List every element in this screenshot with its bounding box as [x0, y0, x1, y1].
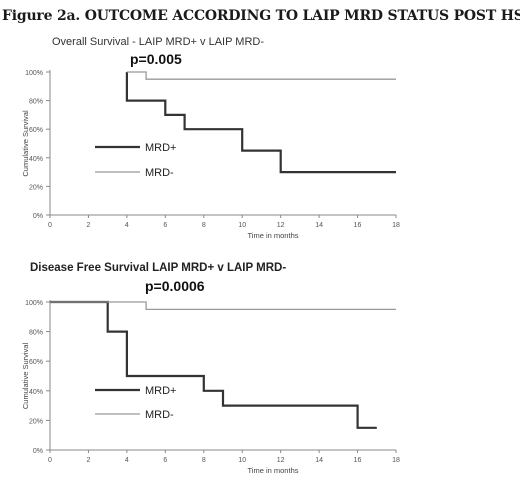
chart-1-x-tick-label: 16: [354, 222, 362, 229]
chart-1-y-tick-label: 40%: [29, 156, 43, 163]
chart-1-x-tick-label: 6: [163, 222, 167, 229]
chart-1-y-tick-label: 100%: [25, 70, 43, 77]
chart-1-y-tick-label: 60%: [29, 127, 43, 134]
chart-2-x-tick-label: 0: [48, 457, 52, 464]
chart-1-y-tick-label: 20%: [29, 184, 43, 191]
chart-1-x-axis-label: Time in months: [248, 231, 299, 240]
chart-1-x-tick-label: 12: [277, 222, 285, 229]
chart-2-x-tick-label: 18: [392, 457, 400, 464]
chart-2-y-tick-label: 40%: [29, 389, 43, 396]
chart-2-title: Disease Free Survival LAIP MRD+ v LAIP M…: [30, 262, 287, 274]
chart-1-y-tick-label: 0%: [33, 213, 43, 220]
chart-1-x-tick-label: 8: [202, 222, 206, 229]
figure-title: Figure 2a. OUTCOME ACCORDING TO LAIP MRD…: [2, 8, 520, 24]
chart-2-x-tick-label: 8: [202, 457, 206, 464]
chart-2-y-tick-label: 0%: [33, 448, 43, 455]
chart-1-x-tick-label: 10: [238, 222, 246, 229]
chart-1-y-axis-label: Cumulative Survival: [21, 110, 30, 177]
overall-survival-chart: 0% 20% 40% 60% 80% 100% 0 2 4 6 8 10 12 14 16 18 Time in…: [21, 70, 400, 240]
chart-2-x-tick-label: 14: [315, 457, 323, 464]
chart-2-p-value: p=0.0006: [145, 278, 205, 294]
chart-2-series-mrd-plus-line: [50, 300, 377, 429]
chart-2-y-tick-label: 60%: [29, 359, 43, 366]
chart-2-legend-label: MRD-: [145, 409, 174, 421]
chart-1-y-tick-label: 80%: [29, 99, 43, 106]
chart-2-x-tick-label: 4: [125, 457, 129, 464]
chart-2-x-tick-label: 12: [277, 457, 285, 464]
chart-2-y-tick-label: 100%: [25, 300, 43, 307]
chart-2-x-tick-label: 2: [86, 457, 90, 464]
chart-2-y-tick-label: 20%: [29, 418, 43, 425]
chart-2-x-axis-label: Time in months: [248, 466, 299, 475]
chart-1-legend-label: MRD-: [145, 167, 174, 179]
chart-2-y-axis-label: Cumulative Survival: [21, 343, 30, 410]
disease-free-survival-chart: 0% 20% 40% 60% 80% 100% 0 2 4 6 8 10 12 14 16 18 Time in…: [21, 300, 400, 475]
chart-2-legend-label: MRD+: [145, 385, 176, 397]
chart-2-x-tick-label: 10: [238, 457, 246, 464]
chart-2-x-tick-label: 16: [354, 457, 362, 464]
chart-2-series-mrd-minus-line: [50, 301, 396, 311]
chart-1-x-tick-label: 4: [125, 222, 129, 229]
chart-1-legend-label: MRD+: [145, 142, 176, 154]
chart-1-series-mrd-plus-line: [125, 72, 396, 174]
chart-1-x-tick-label: 2: [86, 222, 90, 229]
chart-1-p-value: p=0.005: [130, 51, 182, 67]
chart-1-title: Overall Survival - LAIP MRD+ v LAIP MRD-: [52, 36, 265, 48]
chart-1-x-tick-label: 0: [48, 222, 52, 229]
chart-2-x-tick-label: 6: [163, 457, 167, 464]
chart-1-series-mrd-minus-line: [126, 71, 396, 80]
chart-1-x-tick-label: 14: [315, 222, 323, 229]
chart-2-y-tick-label: 80%: [29, 330, 43, 337]
chart-1-x-tick-label: 18: [392, 222, 400, 229]
